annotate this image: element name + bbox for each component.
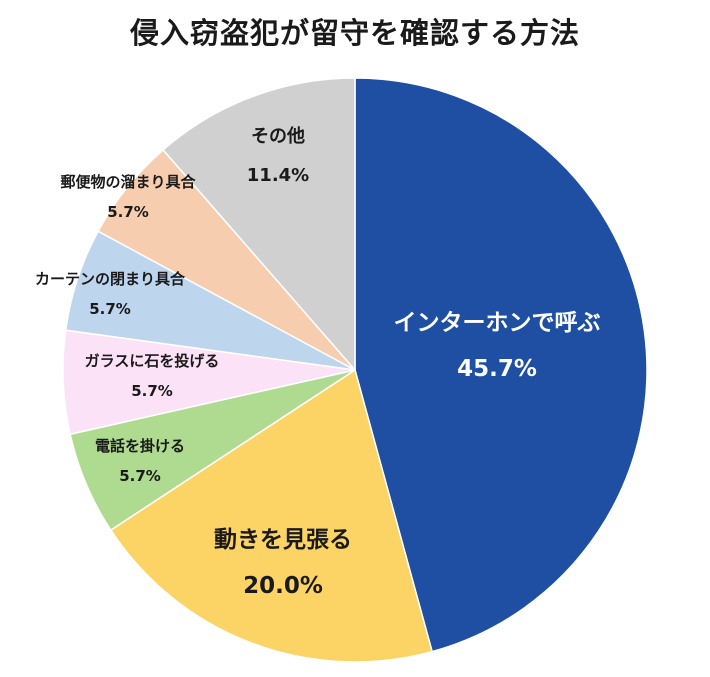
slice-label-4: ガラスに石を投げる <box>85 352 220 370</box>
slice-value-3: 5.7% <box>119 467 161 485</box>
pie-slice-2 <box>109 368 434 663</box>
slice-label-1: インターホンで呼ぶ <box>394 310 601 336</box>
slice-label-5: カーテンの閉まり具合 <box>35 270 186 288</box>
slice-value-5: 5.7% <box>89 300 131 318</box>
slice-value-7: 11.4% <box>247 165 309 186</box>
slice-label-6: 郵便物の溜まり具合 <box>60 173 196 191</box>
slice-label-2: 動きを見張る <box>214 527 352 553</box>
slice-value-1: 45.7% <box>457 356 537 382</box>
slice-label-3: 電話を掛ける <box>95 437 185 455</box>
pie-slices <box>62 77 648 663</box>
slice-value-4: 5.7% <box>131 382 173 400</box>
slice-label-7: その他 <box>251 125 305 147</box>
chart-title: 侵入窃盗犯が留守を確認する方法 <box>129 16 580 50</box>
slice-value-6: 5.7% <box>107 203 149 221</box>
slice-value-2: 20.0% <box>243 573 323 599</box>
pie-slice-7 <box>162 77 356 373</box>
pie-slice-1 <box>354 77 648 653</box>
pie-labels: インターホンで呼ぶ 45.7% 動きを見張る 20.0% 電話を掛ける 5.7% ガラスに石… <box>35 125 601 599</box>
